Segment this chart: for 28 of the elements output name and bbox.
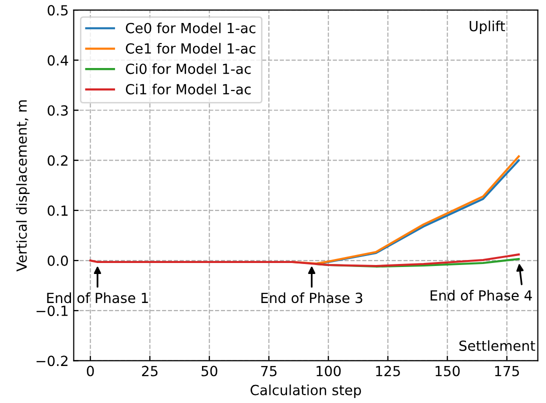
y-tick-label: 0.2 (48, 155, 68, 166)
annotation: End of Phase 3 (261, 292, 362, 304)
y-tick-label: −0.1 (36, 306, 68, 316)
x-tick-label: 25 (142, 366, 158, 376)
y-axis-title: Vertical displacement, m (16, 100, 30, 272)
legend-label: Ci1 for Model 1-ac (126, 84, 251, 94)
legend-label: Ce0 for Model 1-ac (126, 22, 256, 34)
y-tick-label: 0.3 (48, 105, 68, 116)
annotation: Uplift (470, 20, 505, 34)
y-tick-label: 0.4 (48, 55, 68, 66)
x-tick-label: 175 (495, 366, 519, 376)
x-tick-label: 150 (436, 366, 460, 376)
y-tick-label: 0.0 (48, 255, 68, 266)
x-axis-title: Calculation step (250, 384, 361, 398)
y-tick-label: −0.2 (36, 356, 68, 366)
x-tick-label: 50 (202, 366, 218, 376)
line-series (89, 253, 520, 268)
annotation: End of Phase 4 (430, 290, 532, 301)
y-tick-label: 0.1 (48, 205, 68, 216)
x-tick-label: 0 (86, 366, 94, 376)
x-tick-label: 100 (316, 366, 341, 376)
legend-label: Ci0 for Model 1-ac (126, 63, 251, 74)
x-tick-label: 75 (261, 366, 276, 376)
legend-label: Ce1 for Model 1-ac (126, 42, 256, 54)
x-tick-label: 125 (376, 366, 400, 376)
y-tick-label: 0.5 (48, 5, 68, 16)
annotation: Settlement (459, 340, 536, 351)
annotation: End of Phase 1 (47, 292, 148, 304)
